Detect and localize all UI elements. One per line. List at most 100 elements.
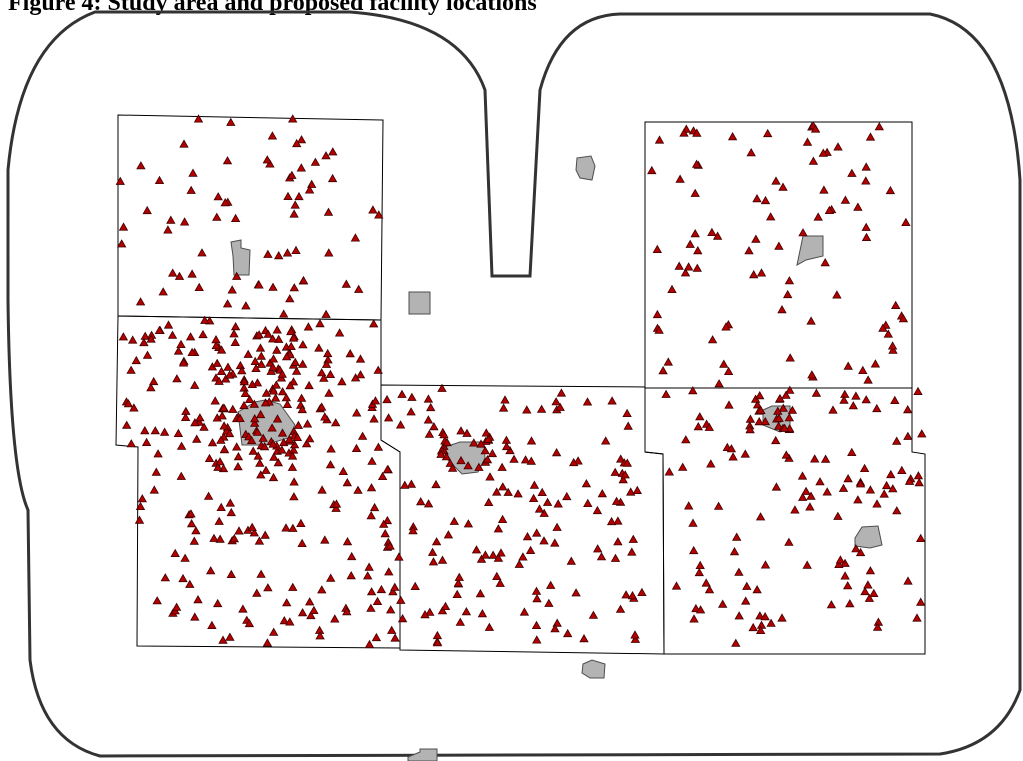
triangle-marker-icon xyxy=(149,376,159,386)
triangle-marker-icon xyxy=(881,480,892,490)
triangle-marker-icon xyxy=(615,604,626,613)
triangle-marker-icon xyxy=(337,376,347,386)
triangle-marker-icon xyxy=(787,405,798,414)
triangle-marker-icon xyxy=(289,477,299,486)
triangle-marker-icon xyxy=(532,635,542,644)
triangle-marker-icon xyxy=(270,393,281,402)
triangle-marker-icon xyxy=(347,551,357,561)
triangle-marker-icon xyxy=(354,284,364,293)
triangle-marker-icon xyxy=(879,489,889,498)
triangle-marker-icon xyxy=(172,374,182,383)
triangle-marker-icon xyxy=(247,522,257,531)
triangle-marker-icon xyxy=(262,638,273,647)
triangle-marker-icon xyxy=(613,537,623,546)
triangle-marker-icon xyxy=(323,207,334,216)
triangle-marker-icon xyxy=(678,462,688,471)
triangle-marker-icon xyxy=(371,632,382,642)
triangle-marker-icon xyxy=(724,400,734,409)
triangle-marker-icon xyxy=(269,452,279,461)
triangle-marker-icon xyxy=(268,386,279,395)
triangle-marker-icon xyxy=(528,493,539,503)
triangle-marker-icon xyxy=(342,536,353,546)
triangle-marker-icon xyxy=(256,359,267,368)
triangle-marker-icon xyxy=(851,544,861,553)
triangle-marker-icon xyxy=(203,491,214,500)
triangle-marker-icon xyxy=(855,479,866,488)
triangle-marker-icon xyxy=(845,598,855,608)
urban-area-3 xyxy=(575,155,596,181)
triangle-marker-icon xyxy=(233,461,243,471)
triangle-marker-icon xyxy=(158,287,168,296)
triangle-marker-icon xyxy=(423,415,434,424)
triangle-marker-icon xyxy=(385,541,395,550)
triangle-marker-icon xyxy=(752,584,762,594)
triangle-marker-icon xyxy=(798,228,808,237)
triangle-marker-icon xyxy=(903,404,913,414)
urban-area-10 xyxy=(407,748,438,761)
triangle-marker-icon xyxy=(681,435,691,444)
triangle-marker-icon xyxy=(897,465,907,475)
triangle-marker-icon xyxy=(260,530,270,539)
triangle-marker-icon xyxy=(149,485,159,494)
triangle-marker-icon xyxy=(152,596,162,605)
triangle-marker-icon xyxy=(309,605,319,614)
triangle-marker-icon xyxy=(134,515,145,524)
triangle-marker-icon xyxy=(463,519,474,528)
triangle-marker-icon xyxy=(680,268,691,277)
triangle-marker-icon xyxy=(187,269,197,278)
triangle-marker-icon xyxy=(839,395,849,404)
triangle-marker-icon xyxy=(253,451,263,460)
triangle-marker-icon xyxy=(498,482,508,491)
triangle-marker-icon xyxy=(488,550,498,559)
triangle-marker-icon xyxy=(833,511,843,520)
triangle-marker-icon xyxy=(366,603,376,612)
triangle-marker-icon xyxy=(241,301,251,310)
triangle-marker-icon xyxy=(268,439,278,448)
triangle-marker-icon xyxy=(690,188,700,197)
triangle-marker-icon xyxy=(387,625,397,634)
triangle-marker-icon xyxy=(482,454,493,464)
triangle-marker-icon xyxy=(872,403,882,413)
triangle-marker-icon xyxy=(449,516,459,525)
triangle-marker-icon xyxy=(258,433,268,442)
triangle-marker-icon xyxy=(442,437,452,447)
triangle-marker-icon xyxy=(452,589,462,598)
triangle-marker-icon xyxy=(734,611,744,620)
triangle-marker-icon xyxy=(835,555,846,564)
triangle-marker-icon xyxy=(288,114,298,123)
triangle-marker-icon xyxy=(428,557,439,566)
triangle-marker-icon xyxy=(904,476,915,485)
triangle-marker-icon xyxy=(289,209,299,218)
triangle-marker-icon xyxy=(150,426,160,435)
triangle-marker-icon xyxy=(281,393,291,402)
triangle-marker-icon xyxy=(128,335,138,344)
triangle-marker-icon xyxy=(778,182,788,191)
triangle-marker-icon xyxy=(170,548,180,557)
triangle-marker-icon xyxy=(455,617,465,626)
triangle-marker-icon xyxy=(189,536,199,545)
triangle-marker-icon xyxy=(562,491,572,501)
triangle-marker-icon xyxy=(373,442,384,451)
triangle-marker-icon xyxy=(321,359,332,368)
triangle-marker-icon xyxy=(432,638,443,647)
triangle-marker-icon xyxy=(178,573,188,583)
triangle-marker-icon xyxy=(386,605,396,614)
triangle-marker-icon xyxy=(226,507,236,517)
triangle-marker-icon xyxy=(186,185,196,194)
triangle-marker-icon xyxy=(832,290,842,299)
triangle-marker-icon xyxy=(327,173,338,183)
triangle-marker-icon xyxy=(357,431,368,440)
triangle-marker-icon xyxy=(239,383,249,392)
triangle-marker-icon xyxy=(297,404,307,414)
triangle-marker-icon xyxy=(353,485,363,494)
triangle-marker-icon xyxy=(833,142,843,151)
triangle-marker-icon xyxy=(532,593,542,603)
triangle-marker-icon xyxy=(756,268,767,277)
triangle-marker-icon xyxy=(885,185,896,195)
triangle-marker-icon xyxy=(424,429,435,438)
triangle-marker-icon xyxy=(526,456,536,465)
triangle-marker-icon xyxy=(840,571,850,580)
triangle-marker-icon xyxy=(546,580,556,589)
triangle-marker-icon xyxy=(206,566,216,575)
triangle-marker-icon xyxy=(281,352,292,361)
